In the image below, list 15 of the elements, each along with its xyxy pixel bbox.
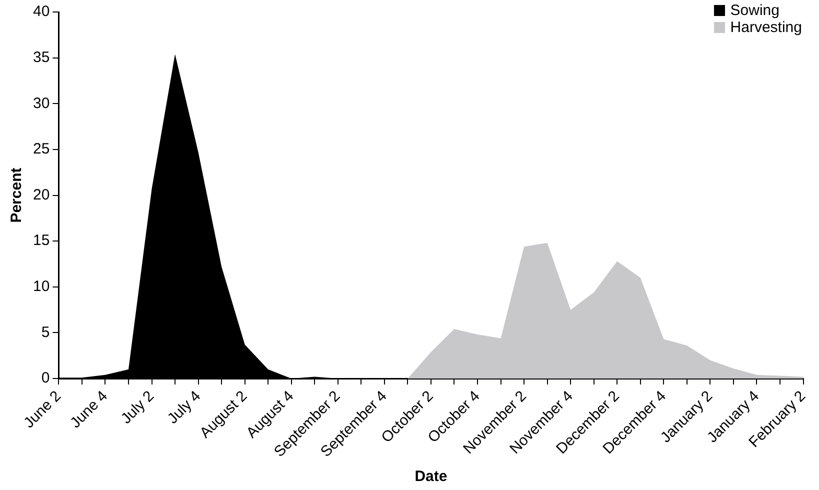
x-tick-label: July 4 <box>164 388 204 428</box>
legend-label: Harvesting <box>730 19 802 36</box>
x-axis-title: Date <box>414 468 448 486</box>
y-tick-label: 40 <box>32 3 50 20</box>
y-axis-title: Percent <box>8 168 26 223</box>
y-tick-label: 0 <box>41 370 50 387</box>
y-tick-label: 30 <box>32 94 50 112</box>
y-tick-label: 35 <box>32 48 50 66</box>
legend-label: Sowing <box>730 2 780 19</box>
y-tick-label: 15 <box>32 232 50 250</box>
y-tick-label: 5 <box>41 324 50 341</box>
x-tick-label: July 2 <box>118 388 158 428</box>
y-tick-label: 20 <box>32 186 50 204</box>
y-tick-label: 25 <box>32 140 50 158</box>
y-tick-label: 10 <box>32 278 50 296</box>
